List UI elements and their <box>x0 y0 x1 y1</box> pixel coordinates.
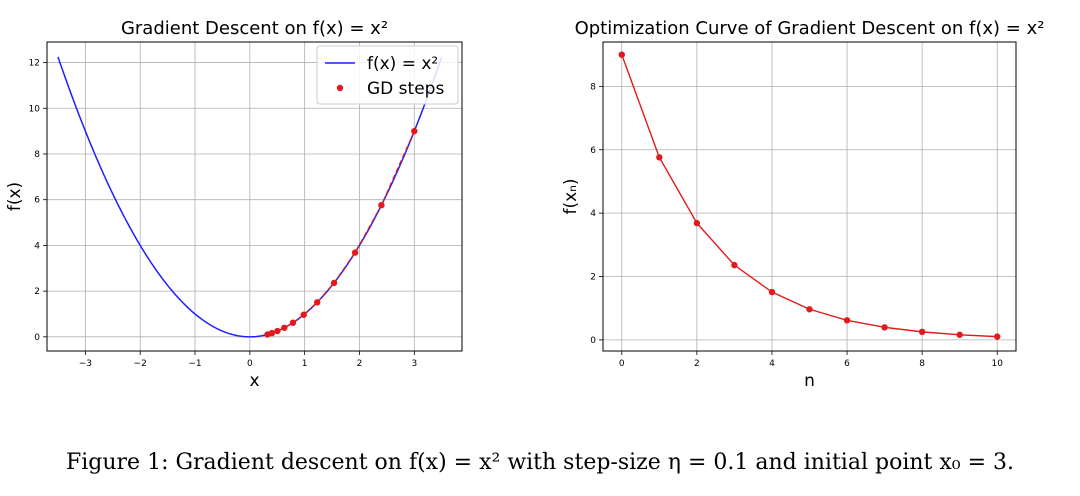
right-ytick-label: 0 <box>590 336 596 346</box>
right-ylabel: f(xₙ) <box>561 178 581 214</box>
left-ytick-label: 12 <box>29 59 40 69</box>
gd-steps-line <box>267 130 415 336</box>
optimization-point <box>618 51 625 58</box>
chart-optimization-curve: 0 2 4 6 8 10 0 2 4 6 8 Optimization Curve of Gradie… <box>561 18 1044 391</box>
gd-step-point <box>274 327 281 335</box>
legend-label-steps: GD steps <box>367 79 444 99</box>
left-axes-frame <box>46 41 463 352</box>
left-xtick-label: 1 <box>302 359 308 369</box>
legend-swatch-steps <box>336 84 344 92</box>
right-ytick-label: 8 <box>590 82 596 92</box>
legend-label-curve: f(x) = x² <box>367 54 438 74</box>
gd-step-point <box>289 319 297 326</box>
left-ytick-label: 10 <box>29 104 41 114</box>
left-xtick-label: 0 <box>247 359 253 369</box>
gd-step-point <box>378 201 385 209</box>
optimization-line <box>621 54 998 338</box>
right-xtick-label: 10 <box>992 359 1004 369</box>
figure-caption: Figure 1: Gradient descent on f(x) = x² … <box>65 450 1014 475</box>
optimization-point <box>994 333 1001 340</box>
left-xtick-label: −3 <box>79 359 92 369</box>
right-xtick-label: 2 <box>694 359 700 369</box>
legend-box <box>316 45 459 105</box>
right-xtick-label: 0 <box>619 359 625 369</box>
left-xtick-label: −1 <box>188 359 201 369</box>
gd-step-point <box>281 324 288 331</box>
left-ytick-label: 6 <box>34 196 40 206</box>
left-ytick-label: 2 <box>34 287 40 297</box>
left-ylabel: f(x) <box>5 182 25 211</box>
left-ytick-label: 8 <box>34 150 40 160</box>
right-ytick-label: 6 <box>590 146 596 156</box>
right-xtick-label: 8 <box>919 359 925 369</box>
left-ytick-label: 0 <box>34 333 40 343</box>
left-xlabel: x <box>249 371 259 391</box>
optimization-point <box>956 331 963 338</box>
gd-step-point <box>314 299 321 306</box>
right-axes-frame <box>602 41 1017 352</box>
gd-step-point <box>351 249 359 256</box>
left-xtick-label: 2 <box>357 359 363 369</box>
right-xlabel: n <box>804 371 815 391</box>
optimization-point <box>881 324 888 331</box>
gd-step-point <box>300 311 307 318</box>
right-ytick-label: 2 <box>590 273 596 283</box>
left-ytick-label: 4 <box>34 241 40 251</box>
optimization-point <box>843 317 851 324</box>
left-xtick-label: −2 <box>134 359 147 369</box>
gd-step-point <box>411 127 418 135</box>
optimization-point <box>693 219 701 227</box>
optimization-point <box>731 261 738 269</box>
right-title: Optimization Curve of Gradient Descent o… <box>575 18 1045 39</box>
right-ytick-label: 4 <box>590 209 596 219</box>
optimization-point <box>806 306 813 313</box>
right-xtick-label: 4 <box>769 359 775 369</box>
optimization-point <box>768 288 776 296</box>
gd-step-point <box>330 279 338 287</box>
right-xtick-label: 6 <box>844 359 850 369</box>
gd-step-point <box>264 331 271 338</box>
optimization-point <box>656 154 663 161</box>
optimization-point <box>918 328 926 336</box>
left-title: Gradient Descent on f(x) = x² <box>121 18 388 39</box>
left-xtick-label: 3 <box>411 359 417 369</box>
